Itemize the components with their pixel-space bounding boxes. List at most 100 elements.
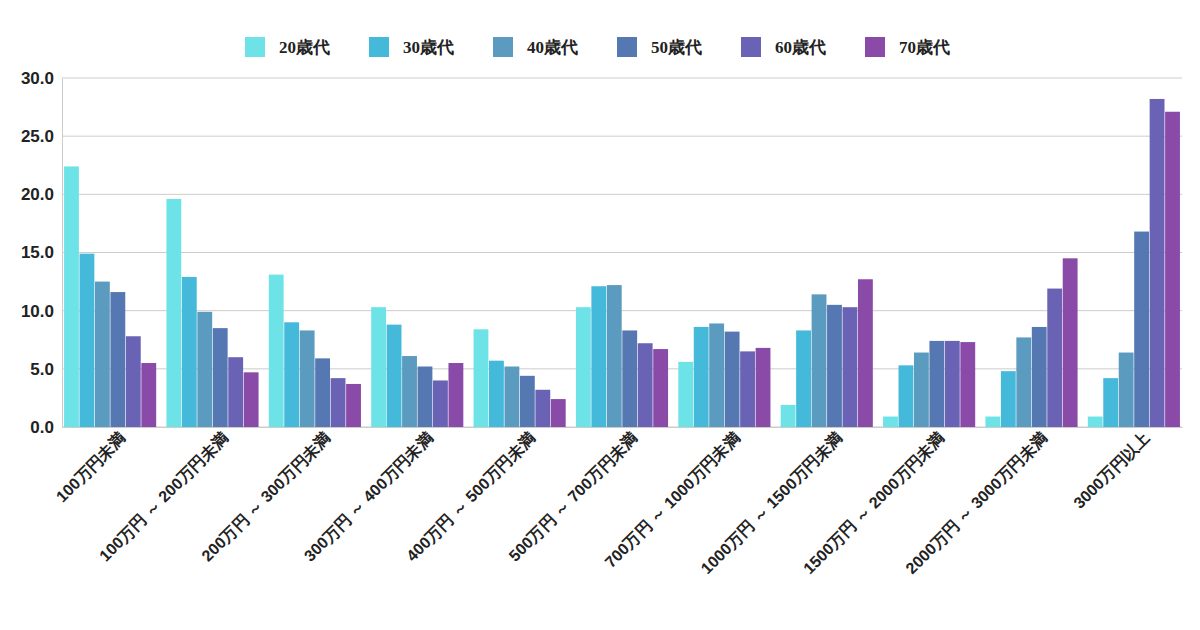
bar <box>622 330 637 427</box>
plot: 0.05.010.015.020.025.030.0100万円未満100万円 ～… <box>21 69 1183 577</box>
bar <box>551 399 566 427</box>
bar-series <box>95 282 1134 427</box>
legend-swatch <box>245 37 265 57</box>
bar <box>300 330 315 427</box>
bar <box>244 372 259 427</box>
y-tick: 25.0 <box>21 127 62 146</box>
bar <box>504 367 519 427</box>
legend-swatch <box>493 37 513 57</box>
chart-svg: 0.05.010.015.020.025.030.0100万円未満100万円 ～… <box>0 0 1200 630</box>
bar <box>576 307 591 427</box>
bar <box>945 341 960 427</box>
legend-swatch <box>865 37 885 57</box>
bar <box>346 384 361 427</box>
grid-line <box>62 136 1182 137</box>
bar <box>812 294 827 427</box>
bar-series <box>64 166 1103 427</box>
legend-label: 40歳代 <box>527 38 578 57</box>
bar <box>1134 232 1149 427</box>
y-tick-label: 25.0 <box>21 127 54 146</box>
bar <box>985 417 1000 427</box>
bar <box>638 343 653 427</box>
bar <box>448 363 463 427</box>
bar <box>95 282 110 427</box>
x-tick: 2000万円 ～ 3000万円未満 <box>902 427 1050 577</box>
bar <box>371 307 386 427</box>
bar <box>1088 417 1103 427</box>
bar <box>269 275 284 427</box>
y-axis: 0.0 5.0 10.0 15.0 20.0 25.0 30.0 <box>21 69 63 437</box>
bar <box>331 378 346 427</box>
bar <box>914 353 929 427</box>
y-tick-label: 30.0 <box>21 69 54 88</box>
bar <box>1165 112 1180 427</box>
legend-label: 20歳代 <box>279 38 330 57</box>
bar <box>433 380 448 427</box>
bar <box>899 365 914 427</box>
y-tick-label: 5.0 <box>30 360 54 379</box>
bar <box>781 405 796 427</box>
x-tick: 3000万円以上 <box>1070 427 1152 512</box>
bar <box>960 342 975 427</box>
bar <box>1047 289 1062 427</box>
grid <box>62 78 1182 427</box>
bar <box>694 327 709 427</box>
bar <box>110 292 125 427</box>
bar-series <box>80 254 1119 427</box>
bar <box>1103 378 1118 427</box>
grid-line <box>62 194 1182 195</box>
chart-container: 0.05.010.015.020.025.030.0100万円未満100万円 ～… <box>0 0 1200 630</box>
bar <box>182 277 197 427</box>
grid-line <box>62 310 1182 311</box>
bar <box>1001 371 1016 427</box>
y-tick: 20.0 <box>21 185 62 204</box>
bar <box>284 322 299 427</box>
bar <box>740 351 755 427</box>
bar <box>520 376 535 427</box>
legend-item: 40歳代 <box>493 37 578 57</box>
y-axis-line <box>62 79 63 428</box>
x-tick: 100万円未満 <box>53 427 129 505</box>
bar <box>827 305 842 427</box>
y-tick-label: 15.0 <box>21 243 54 262</box>
x-axis-line <box>63 427 1183 428</box>
bar <box>126 336 141 427</box>
bar <box>756 348 771 427</box>
bar <box>843 307 858 427</box>
y-tick: 0.0 <box>30 418 62 437</box>
bar <box>213 328 228 427</box>
grid-line <box>62 78 1182 79</box>
bar <box>489 361 504 427</box>
bars <box>64 99 1180 427</box>
bar <box>796 330 811 427</box>
legend-item: 70歳代 <box>865 37 950 57</box>
bar <box>1032 327 1047 427</box>
bar <box>1063 258 1078 427</box>
legend-label: 60歳代 <box>775 38 826 57</box>
y-tick: 15.0 <box>21 243 62 262</box>
bar <box>402 356 417 427</box>
legend-label: 70歳代 <box>899 38 950 57</box>
bar <box>166 199 181 427</box>
bar <box>64 166 79 427</box>
legend-swatch <box>617 37 637 57</box>
bar <box>653 349 668 427</box>
legend-swatch <box>369 37 389 57</box>
legend-item: 50歳代 <box>617 37 702 57</box>
bar <box>418 367 433 427</box>
bar <box>387 325 402 427</box>
bar <box>1150 99 1165 427</box>
bar <box>678 362 693 427</box>
bar <box>929 341 944 427</box>
legend-swatch <box>741 37 761 57</box>
bar <box>591 286 606 427</box>
y-tick: 10.0 <box>21 302 62 321</box>
bar <box>315 358 330 427</box>
grid-line <box>62 252 1182 253</box>
x-tick-label: 3000万円以上 <box>1070 429 1152 511</box>
bar <box>80 254 95 427</box>
bar <box>725 332 740 427</box>
x-tick-label: 100万円未満 <box>53 429 129 505</box>
bar <box>883 417 898 427</box>
y-tick-label: 20.0 <box>21 185 54 204</box>
